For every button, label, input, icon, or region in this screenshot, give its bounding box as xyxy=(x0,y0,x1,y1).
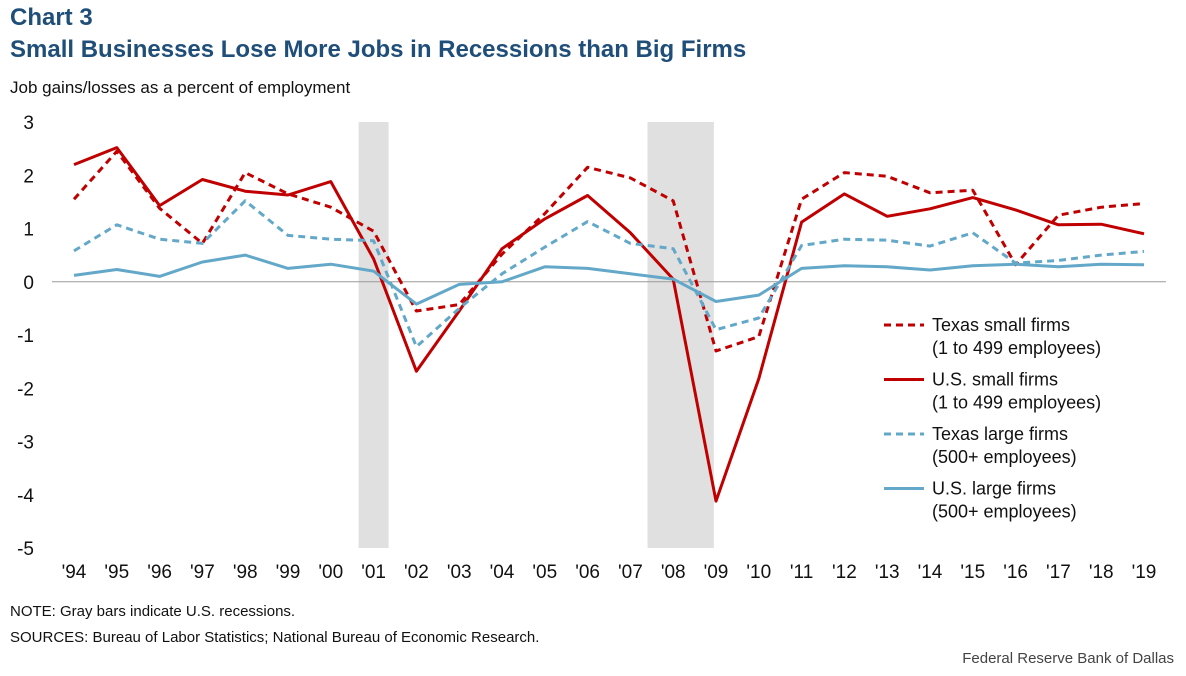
x-tick-label: '15 xyxy=(960,562,985,583)
x-tick-label: '01 xyxy=(361,562,386,583)
x-tick-label: '02 xyxy=(404,562,429,583)
x-tick-label: '10 xyxy=(746,562,771,583)
x-tick-label: '03 xyxy=(447,562,472,583)
chart-title: Small Businesses Lose More Jobs in Reces… xyxy=(10,36,747,63)
legend-label: Texas large firms xyxy=(932,424,1068,444)
legend-label-detail: (1 to 499 employees) xyxy=(932,393,1101,413)
series-line xyxy=(72,149,1145,353)
legend-label: U.S. small firms xyxy=(932,370,1058,390)
legend-label: U.S. large firms xyxy=(932,479,1056,499)
x-tick-label: '96 xyxy=(147,562,172,583)
y-tick-label: -3 xyxy=(17,433,34,454)
series-lines xyxy=(72,146,1145,503)
legend: Texas small firms (1 to 499 employees) U.S… xyxy=(884,315,1101,522)
y-tick-label: -5 xyxy=(17,539,34,560)
x-tick-label: '19 xyxy=(1132,562,1157,583)
x-tick-label: '94 xyxy=(62,562,87,583)
x-tick-label: '98 xyxy=(233,562,258,583)
x-tick-label: '99 xyxy=(276,562,301,583)
y-tick-label: 3 xyxy=(23,113,34,134)
x-tick-label: '07 xyxy=(618,562,643,583)
y-axis-label: Job gains/losses as a percent of employm… xyxy=(10,78,351,97)
recession-band xyxy=(358,122,389,548)
recession-bands xyxy=(358,122,714,548)
x-tick-label: '97 xyxy=(190,562,215,583)
y-tick-label: 1 xyxy=(23,220,34,241)
x-tick-label: '14 xyxy=(918,562,943,583)
x-tick-label: '00 xyxy=(318,562,343,583)
series-line xyxy=(73,253,1145,306)
credit-text: Federal Reserve Bank of Dallas xyxy=(962,650,1174,667)
x-tick-label: '18 xyxy=(1089,562,1114,583)
note-text: NOTE: Gray bars indicate U.S. recessions… xyxy=(10,603,296,620)
legend-label-detail: (500+ employees) xyxy=(932,447,1077,467)
x-tick-label: '08 xyxy=(661,562,686,583)
recession-band xyxy=(647,122,714,548)
x-tick-label: '17 xyxy=(1046,562,1071,583)
legend-label-detail: (500+ employees) xyxy=(932,502,1077,522)
series-line xyxy=(73,199,1145,349)
sources-text: SOURCES: Bureau of Labor Statistics; Nat… xyxy=(10,629,540,646)
x-tick-label: '12 xyxy=(832,562,857,583)
y-tick-label: 0 xyxy=(23,273,34,294)
legend-label: Texas small firms xyxy=(932,315,1070,335)
y-tick-label: 2 xyxy=(23,166,34,187)
y-tick-label: -2 xyxy=(17,379,34,400)
x-axis: '94 '95 '96 '97 '98 '99 '00 '01 '02 '03 '04 '05 '06 '… xyxy=(62,562,1157,583)
y-tick-label: -1 xyxy=(17,326,34,347)
x-tick-label: '11 xyxy=(790,562,813,583)
x-tick-label: '06 xyxy=(575,562,600,583)
x-tick-label: '09 xyxy=(704,562,729,583)
y-tick-label: -4 xyxy=(17,486,34,507)
x-tick-label: '05 xyxy=(532,562,557,583)
legend-label-detail: (1 to 499 employees) xyxy=(932,338,1101,358)
y-axis: 3 2 1 0 -1 -2 -3 -4 -5 xyxy=(17,113,34,560)
x-tick-label: '16 xyxy=(1003,562,1028,583)
chart-number: Chart 3 xyxy=(10,4,93,31)
x-tick-label: '95 xyxy=(104,562,129,583)
x-tick-label: '04 xyxy=(490,562,515,583)
x-tick-label: '13 xyxy=(875,562,900,583)
series-line xyxy=(73,146,1145,503)
